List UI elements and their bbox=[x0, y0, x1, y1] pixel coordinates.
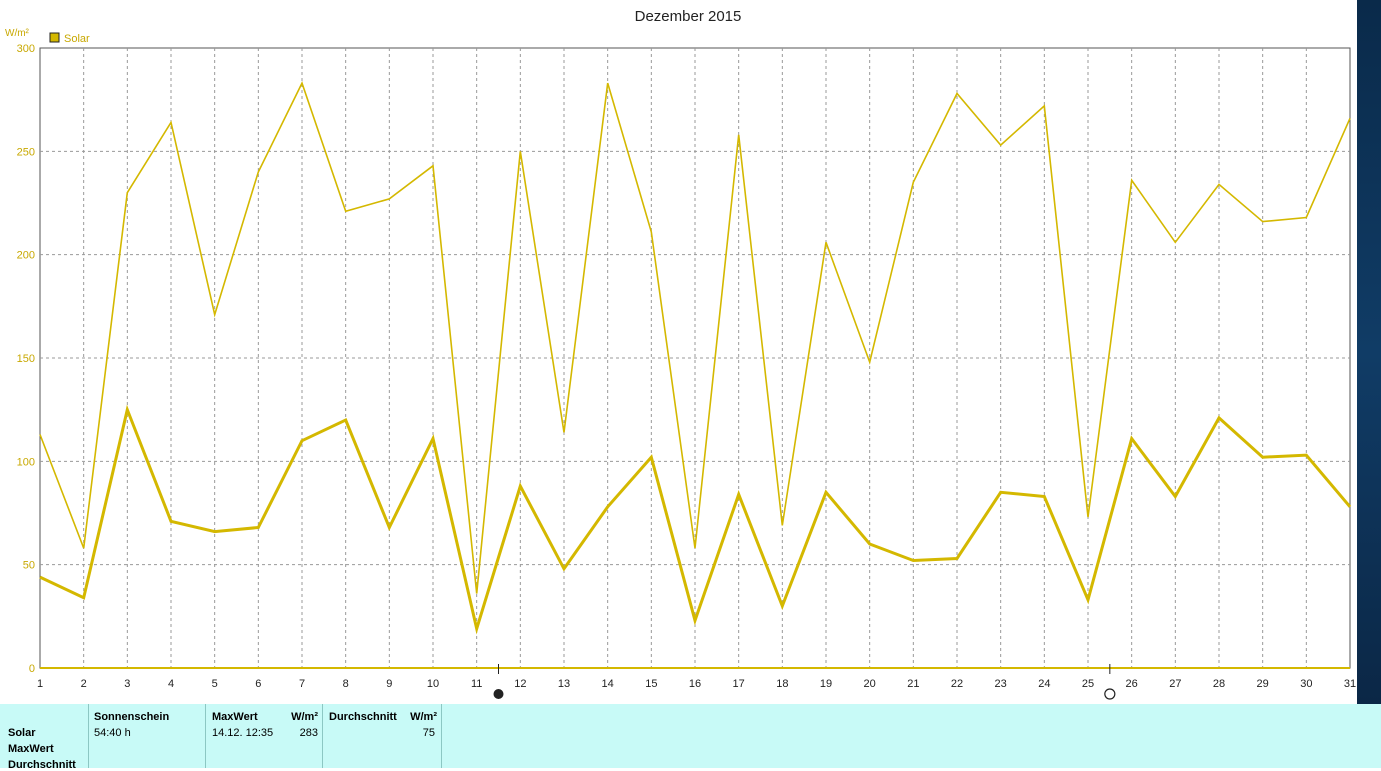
maxwert-header: MaxWert bbox=[212, 711, 258, 723]
x-tick-label: 18 bbox=[776, 678, 788, 690]
y-tick-label: 250 bbox=[17, 146, 35, 158]
x-tick-label: 7 bbox=[299, 678, 305, 690]
y-tick-label: 100 bbox=[17, 456, 35, 468]
y-axis-unit: W/m² bbox=[5, 28, 30, 39]
series-line-max bbox=[39, 81, 1351, 594]
x-tick-label: 25 bbox=[1082, 678, 1094, 690]
x-tick-label: 15 bbox=[645, 678, 657, 690]
info-panel: Solar MaxWert Durchschnitt Sonnenschein … bbox=[0, 704, 1381, 771]
sonnenschein-value: 54:40 h bbox=[94, 727, 131, 739]
legend-label: Solar bbox=[64, 33, 90, 45]
x-tick-label: 26 bbox=[1126, 678, 1138, 690]
durchschnitt-unit: W/m² bbox=[410, 711, 437, 723]
y-tick-label: 50 bbox=[23, 560, 35, 572]
x-tick-label: 13 bbox=[558, 678, 570, 690]
x-tick-label: 12 bbox=[514, 678, 526, 690]
durchschnitt-header: Durchschnitt bbox=[329, 711, 397, 723]
series-line-average bbox=[39, 404, 1352, 635]
x-tick-label: 14 bbox=[602, 678, 614, 690]
maxwert-unit: W/m² bbox=[291, 711, 318, 723]
x-tick-label: 8 bbox=[343, 678, 349, 690]
row-label-maxwert: MaxWert bbox=[8, 743, 54, 755]
x-tick-label: 19 bbox=[820, 678, 832, 690]
y-tick-label: 150 bbox=[17, 353, 35, 365]
info-maxwert-column: MaxWert W/m² 14.12. 12:35 283 bbox=[206, 704, 323, 768]
x-tick-label: 16 bbox=[689, 678, 701, 690]
row-label-solar: Solar bbox=[8, 727, 36, 739]
x-tick-label: 21 bbox=[907, 678, 919, 690]
new-moon-icon bbox=[493, 689, 504, 699]
x-tick-label: 17 bbox=[733, 678, 745, 690]
x-tick-label: 28 bbox=[1213, 678, 1225, 690]
x-tick-label: 31 bbox=[1344, 678, 1356, 690]
sonnenschein-header: Sonnenschein bbox=[94, 711, 170, 723]
x-tick-label: 10 bbox=[427, 678, 439, 690]
x-tick-label: 9 bbox=[386, 678, 392, 690]
y-tick-label: 200 bbox=[17, 250, 35, 262]
x-tick-label: 23 bbox=[995, 678, 1007, 690]
x-tick-label: 6 bbox=[255, 678, 261, 690]
info-rowlabel-column: Solar MaxWert Durchschnitt bbox=[0, 704, 89, 771]
side-strip bbox=[1357, 0, 1381, 704]
full-moon-icon bbox=[1104, 688, 1116, 700]
x-tick-label: 29 bbox=[1257, 678, 1269, 690]
info-sonnenschein-column: Sonnenschein 54:40 h bbox=[88, 704, 206, 768]
y-tick-label: 300 bbox=[17, 43, 35, 55]
maxwert-value: 283 bbox=[299, 727, 318, 739]
solar-chart: Dezember 2015 W/m² Solar 0 50 100 150 200 250… bbox=[5, 8, 1356, 700]
maxwert-date: 14.12. 12:35 bbox=[212, 727, 274, 739]
x-tick-label: 11 bbox=[471, 678, 482, 690]
x-tick-label: 27 bbox=[1169, 678, 1181, 690]
x-tick-label: 4 bbox=[168, 678, 174, 690]
x-tick-label: 22 bbox=[951, 678, 963, 690]
x-tick-label: 1 bbox=[37, 678, 43, 690]
x-tick-label: 30 bbox=[1300, 678, 1312, 690]
durchschnitt-value: 75 bbox=[422, 727, 435, 739]
legend-swatch bbox=[49, 32, 60, 43]
x-tick-label: 2 bbox=[81, 678, 87, 690]
y-tick-label: 0 bbox=[29, 663, 35, 675]
chart-title: Dezember 2015 bbox=[635, 8, 742, 25]
x-tick-label: 5 bbox=[212, 678, 218, 690]
x-tick-label: 20 bbox=[864, 678, 876, 690]
x-tick-label: 3 bbox=[124, 678, 130, 690]
row-label-durchschnitt: Durchschnitt bbox=[8, 759, 76, 771]
x-tick-label: 24 bbox=[1038, 678, 1050, 690]
info-durchschnitt-column: Durchschnitt W/m² 75 bbox=[323, 704, 442, 768]
